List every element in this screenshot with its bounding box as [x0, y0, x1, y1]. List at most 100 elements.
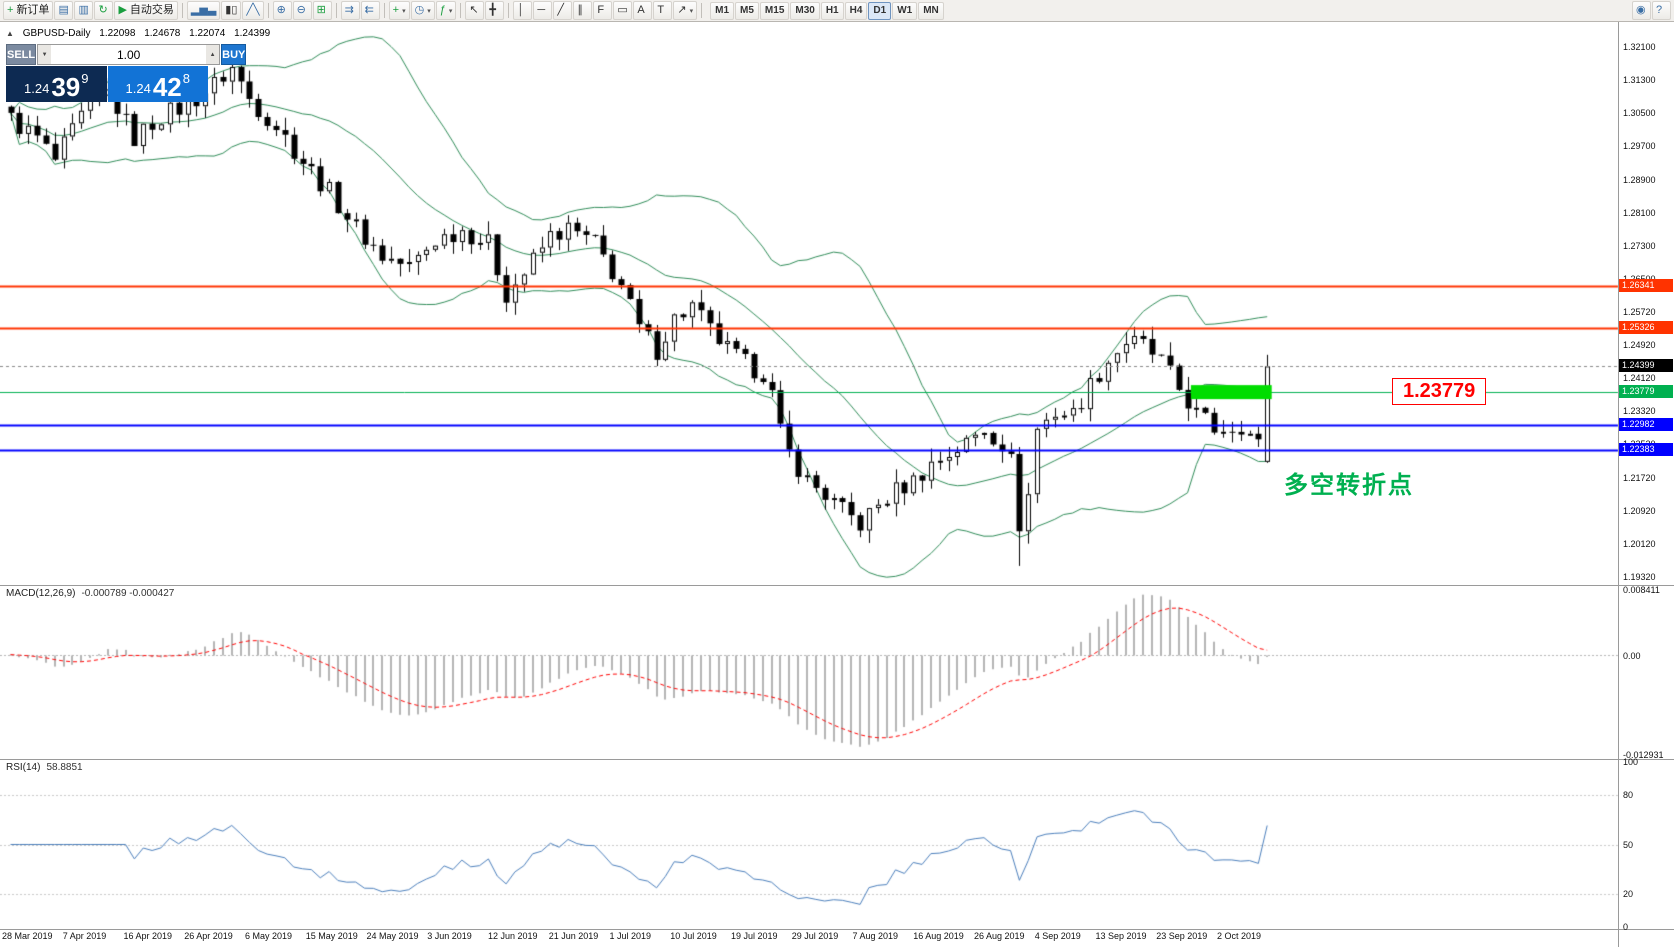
vertical-line-icon: │ — [517, 4, 525, 16]
price-axis-label: 1.29700 — [1623, 141, 1656, 152]
chart-shift-button[interactable]: ⇉ — [340, 1, 360, 20]
macd-indicator-label: MACD(12,26,9) -0.000789 -0.000427 — [6, 588, 174, 599]
new-order-button[interactable]: + 新订单 — [3, 1, 54, 20]
tile-windows-button[interactable]: ⊞ — [312, 1, 332, 20]
date-axis-label: 19 Jul 2019 — [731, 931, 778, 941]
fibonacci-button[interactable]: F — [593, 1, 613, 20]
search-button[interactable]: ◉ — [1632, 1, 1651, 20]
new-order-icon: + — [7, 4, 14, 16]
text-icon: A — [637, 4, 645, 16]
price-axis-label: 1.27300 — [1623, 241, 1656, 252]
horizontal-line-button[interactable]: ─ — [533, 1, 553, 20]
hline-price-tag: 1.22383 — [1619, 443, 1673, 457]
shapes-icon: ▭ — [617, 4, 628, 16]
zoom-in-button[interactable]: ⊕ — [272, 1, 292, 20]
timeframe-h1[interactable]: H1 — [820, 1, 844, 20]
candlestick-chart-button[interactable]: ▮▯ — [221, 1, 242, 20]
buy-price-display[interactable]: 1.24 42 8 — [107, 66, 208, 102]
date-axis-label: 28 Mar 2019 — [2, 931, 53, 941]
dropdown-caret-icon: ▾ — [402, 7, 406, 15]
timeframe-m15[interactable]: M15 — [759, 1, 790, 20]
ohlc-high: 1.24678 — [144, 28, 181, 39]
timeframe-d1[interactable]: D1 — [868, 1, 892, 20]
rsi-level-label: 0 — [1623, 922, 1629, 932]
sell-price-display[interactable]: 1.24 39 9 — [6, 66, 107, 102]
toolbar-separator — [335, 3, 337, 18]
pane-separator-main-macd[interactable] — [0, 585, 1674, 586]
hline-price-tag: 1.22982 — [1619, 418, 1673, 432]
indicators-icon: ƒ — [439, 4, 446, 16]
buy-price-base: 1.24 — [125, 81, 151, 96]
profiles-icon: ▥ — [78, 4, 89, 16]
pivot-note-text[interactable]: 多空转折点 — [1284, 472, 1414, 499]
refresh-icon: ↻ — [98, 4, 108, 16]
timeframe-m5[interactable]: M5 — [735, 1, 759, 20]
oneclick-collapse-arrow[interactable]: ▲ — [6, 29, 14, 38]
auto-scroll-button[interactable]: ⇇ — [360, 1, 380, 20]
help-button[interactable]: ? — [1652, 1, 1671, 20]
timeframe-mn[interactable]: MN — [918, 1, 944, 20]
date-axis-label: 3 Jun 2019 — [427, 931, 472, 941]
pane-separator-macd-rsi[interactable] — [0, 759, 1674, 760]
volume-input[interactable] — [51, 45, 207, 64]
price-callout[interactable]: 1.23779 — [1392, 378, 1487, 405]
date-axis-label: 13 Sep 2019 — [1095, 931, 1147, 941]
date-axis-label: 21 Jun 2019 — [548, 931, 599, 941]
volume-increase-button[interactable]: ▲ — [206, 45, 220, 64]
arrows-button[interactable]: ↗ ▾ — [673, 1, 698, 20]
timeframe-w1[interactable]: W1 — [892, 1, 918, 20]
date-axis-label: 16 Apr 2019 — [123, 931, 173, 941]
volume-decrease-button[interactable]: ▼ — [38, 45, 52, 64]
periods-button[interactable]: ◷ ▾ — [410, 1, 435, 20]
date-axis-label: 1 Jul 2019 — [609, 931, 652, 941]
autotrading-button-label: 自动交易 — [129, 4, 174, 16]
refresh-button[interactable]: ↻ — [94, 1, 114, 20]
text-button[interactable]: A — [633, 1, 653, 20]
crosshair-button[interactable]: ╋ — [485, 1, 505, 20]
date-axis-label: 4 Sep 2019 — [1034, 931, 1081, 941]
date-axis-label: 24 May 2019 — [366, 931, 419, 941]
help-icon: ? — [1656, 4, 1663, 16]
cursor-icon: ↖ — [469, 4, 479, 16]
timeframe-toolbar: M1 M5 M15 M30 H1 H4 D1 W1 MN — [710, 1, 944, 20]
main-toolbar: + 新订单 ▤ ▥ ↻ ▶ 自动交易 ▂▅▃ ▮▯ ╱╲ ⊕ ⊖ ⊞ ⇉ ⇇ + ▾ ◷ ▾ ƒ ▾ ↖ ╋ │ ─ ╱ ∥ F ▭ A T… — [0, 0, 1674, 22]
shapes-button[interactable]: ▭ — [613, 1, 633, 20]
cursor-button[interactable]: ↖ — [465, 1, 485, 20]
channel-button[interactable]: ∥ — [573, 1, 593, 20]
date-axis-label: 23 Sep 2019 — [1156, 931, 1208, 941]
line-chart-button[interactable]: ╱╲ — [242, 1, 264, 20]
vertical-line-button[interactable]: │ — [513, 1, 533, 20]
trendline-button[interactable]: ╱ — [553, 1, 573, 20]
autotrading-play-icon: ▶ — [118, 4, 127, 16]
text-label-button[interactable]: T — [653, 1, 673, 20]
ohlc-open: 1.22098 — [99, 28, 136, 39]
crosshair-icon: ╋ — [489, 4, 496, 16]
sell-price-pips: 39 — [51, 71, 81, 102]
macd-scale-max: 0.008411 — [1623, 585, 1660, 595]
price-chart-canvas[interactable] — [0, 22, 1674, 947]
timeframe-m1[interactable]: M1 — [710, 1, 735, 20]
rsi-level-label: 80 — [1623, 790, 1634, 800]
price-axis-label: 1.20920 — [1623, 505, 1656, 516]
chart-window-button[interactable]: ▤ — [54, 1, 74, 20]
new-chart-button[interactable]: + ▾ — [388, 1, 410, 20]
price-axis-label: 1.20120 — [1623, 538, 1656, 549]
zoom-out-button[interactable]: ⊖ — [292, 1, 312, 20]
price-axis-label: 1.32100 — [1623, 41, 1656, 52]
autotrading-button[interactable]: ▶ 自动交易 — [114, 1, 178, 20]
price-axis-label: 1.31300 — [1623, 75, 1656, 86]
trade-panel-prices: 1.24 39 9 1.24 42 8 — [6, 66, 208, 102]
buy-price-pips: 42 — [152, 71, 182, 102]
indicators-button[interactable]: ƒ ▾ — [435, 1, 457, 20]
pane-separator-rsi-dates[interactable] — [0, 929, 1674, 930]
timeframe-m30[interactable]: M30 — [790, 1, 820, 20]
buy-button[interactable]: BUY — [221, 44, 247, 65]
bar-chart-button[interactable]: ▂▅▃ — [186, 1, 221, 20]
sell-button[interactable]: SELL — [6, 44, 37, 65]
sell-price-point: 9 — [81, 71, 89, 86]
timeframe-h4[interactable]: H4 — [844, 1, 868, 20]
chart-window-icon: ▤ — [58, 4, 69, 16]
candlestick-chart-icon: ▮▯ — [225, 4, 238, 16]
toolbar-separator — [460, 3, 462, 18]
profiles-button[interactable]: ▥ — [74, 1, 94, 20]
